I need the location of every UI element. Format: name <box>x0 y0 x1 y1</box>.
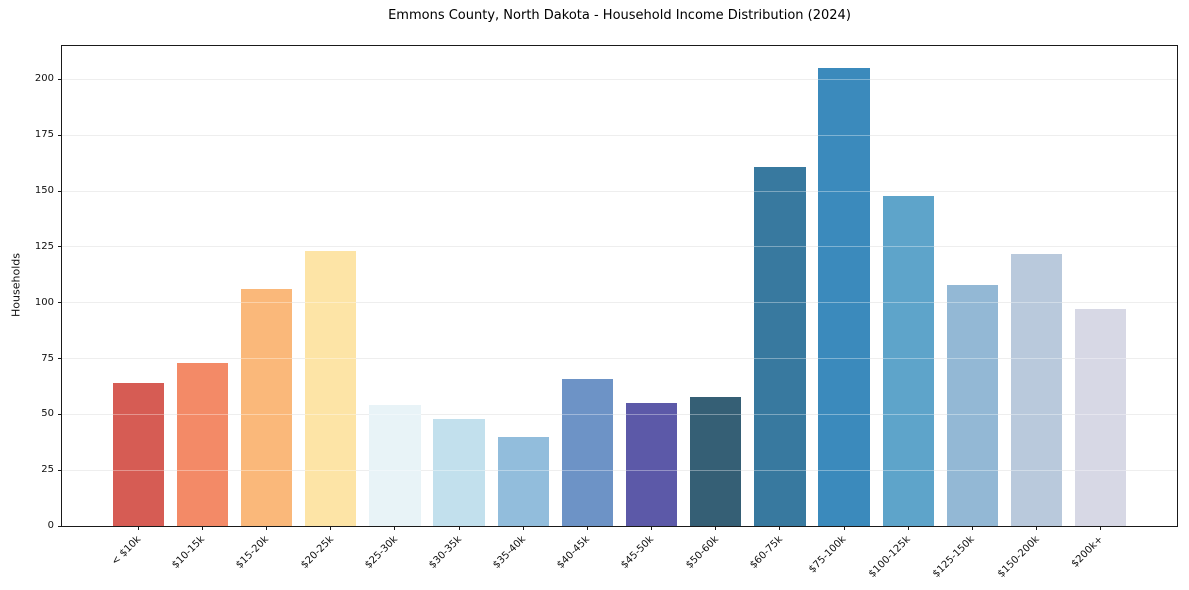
x-tick-label: $50-60k <box>683 534 721 571</box>
x-tick-mark <box>843 526 845 530</box>
x-tick-mark <box>907 526 909 530</box>
x-tick-mark <box>522 526 524 530</box>
x-tick-mark <box>971 526 973 530</box>
x-tick-mark <box>586 526 588 530</box>
gridline <box>62 413 1177 415</box>
y-tick-label: 25 <box>41 464 54 476</box>
y-tick-label: 75 <box>41 352 54 364</box>
gridlines-overlay-layer <box>62 46 1177 526</box>
y-tick-label: 100 <box>34 296 54 308</box>
y-tick-label: 50 <box>41 408 54 420</box>
x-tick-mark <box>137 526 139 530</box>
chart-title: Emmons County, North Dakota - Household … <box>388 8 851 23</box>
x-tick-mark <box>458 526 460 530</box>
x-tick-label: $15-20k <box>234 534 272 571</box>
x-tick-label: $35-40k <box>491 534 529 571</box>
gridline <box>62 246 1177 248</box>
gridline-overlay <box>62 469 1177 471</box>
bar <box>882 195 934 526</box>
x-tick-mark <box>779 526 781 530</box>
gridline-overlay <box>62 78 1177 80</box>
x-tick-label: $40-45k <box>555 534 593 571</box>
bars-layer <box>62 46 1177 526</box>
y-tick-label: 150 <box>34 185 54 197</box>
y-tick-label: 175 <box>34 129 54 141</box>
y-axis-label: Households <box>9 253 23 317</box>
bar <box>561 378 614 526</box>
bar <box>818 68 870 526</box>
x-tick-label: $45-50k <box>619 534 657 571</box>
bar <box>1010 253 1063 526</box>
bar <box>176 363 229 526</box>
y-tick-label: 200 <box>34 73 54 85</box>
x-tick-mark <box>394 526 396 530</box>
gridline <box>62 134 1177 136</box>
bar <box>754 166 806 526</box>
x-tick-label: $100-125k <box>867 534 913 580</box>
x-tick-mark <box>266 526 268 530</box>
x-tick-label: $75-100k <box>807 534 849 576</box>
gridline-overlay <box>62 358 1177 360</box>
gridline-overlay <box>62 413 1177 415</box>
bar <box>1074 309 1127 526</box>
bar <box>433 418 485 526</box>
bar <box>625 403 678 526</box>
x-tick-label: $20-25k <box>298 534 336 571</box>
gridline-overlay <box>62 302 1177 304</box>
x-tick-mark <box>330 526 332 530</box>
gridlines-layer <box>62 46 1177 526</box>
gridline <box>62 469 1177 471</box>
x-tick-label: $60-75k <box>747 534 785 571</box>
gridline-overlay <box>62 190 1177 192</box>
x-tick-mark <box>1036 526 1037 530</box>
plot-area <box>62 46 1177 526</box>
x-tick-label: $200k+ <box>1069 534 1106 570</box>
bar <box>305 251 357 526</box>
gridline <box>62 190 1177 192</box>
gridline-overlay <box>62 134 1177 136</box>
x-tick-mark <box>715 526 717 530</box>
x-tick-label: $10-15k <box>170 534 208 571</box>
bar <box>497 436 549 526</box>
bar <box>946 284 998 526</box>
x-tick-mark <box>651 526 653 530</box>
y-tick-label: 0 <box>47 520 54 531</box>
x-tick-label: $25-30k <box>362 534 400 571</box>
gridline <box>62 302 1177 304</box>
bar <box>369 405 421 526</box>
gridline <box>62 78 1177 80</box>
x-tick-label: $150-200k <box>995 534 1042 580</box>
x-tick-label: < $10k <box>109 534 144 568</box>
x-tick-label: $125-150k <box>931 534 978 580</box>
gridline-overlay <box>62 246 1177 248</box>
bar <box>240 289 293 526</box>
bar <box>690 396 742 526</box>
x-tick-mark <box>201 526 203 530</box>
x-tick-mark <box>1100 526 1102 530</box>
x-tick-label: $30-35k <box>426 534 464 571</box>
bar <box>112 383 164 526</box>
y-tick-label: 125 <box>34 240 54 252</box>
gridline <box>62 358 1177 360</box>
